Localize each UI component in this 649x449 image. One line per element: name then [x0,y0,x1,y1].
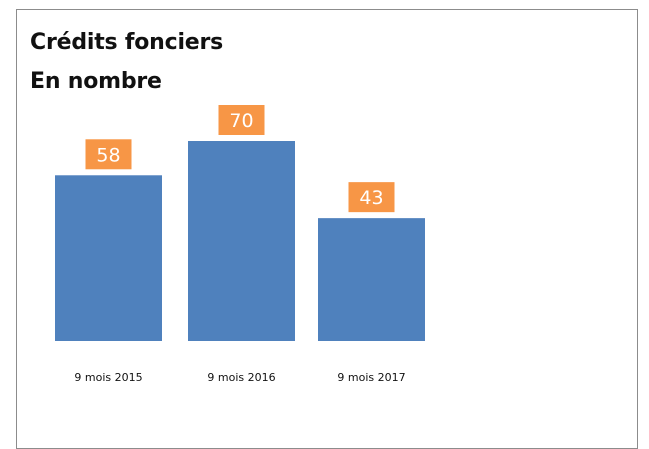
bar-chart: 58 9 mois 2015 70 9 mois 2016 43 9 mois 2017 [55,105,425,384]
x-tick-label-1: 9 mois 2015 [74,371,142,384]
x-tick-label-3: 9 mois 2017 [337,371,405,384]
bar-2 [188,141,295,341]
data-label-3: 43 [359,187,383,209]
chart-subtitle: En nombre [30,69,162,94]
x-tick-label-2: 9 mois 2016 [207,371,275,384]
data-label-box-2 [218,105,265,135]
data-label-1: 58 [96,144,120,166]
bar-1 [55,175,162,341]
chart-title: Crédits fonciers [30,30,224,55]
data-label-box-3 [348,182,395,213]
data-label-box-1 [85,139,132,170]
data-label-2: 70 [229,110,253,132]
bar-3 [318,218,425,341]
